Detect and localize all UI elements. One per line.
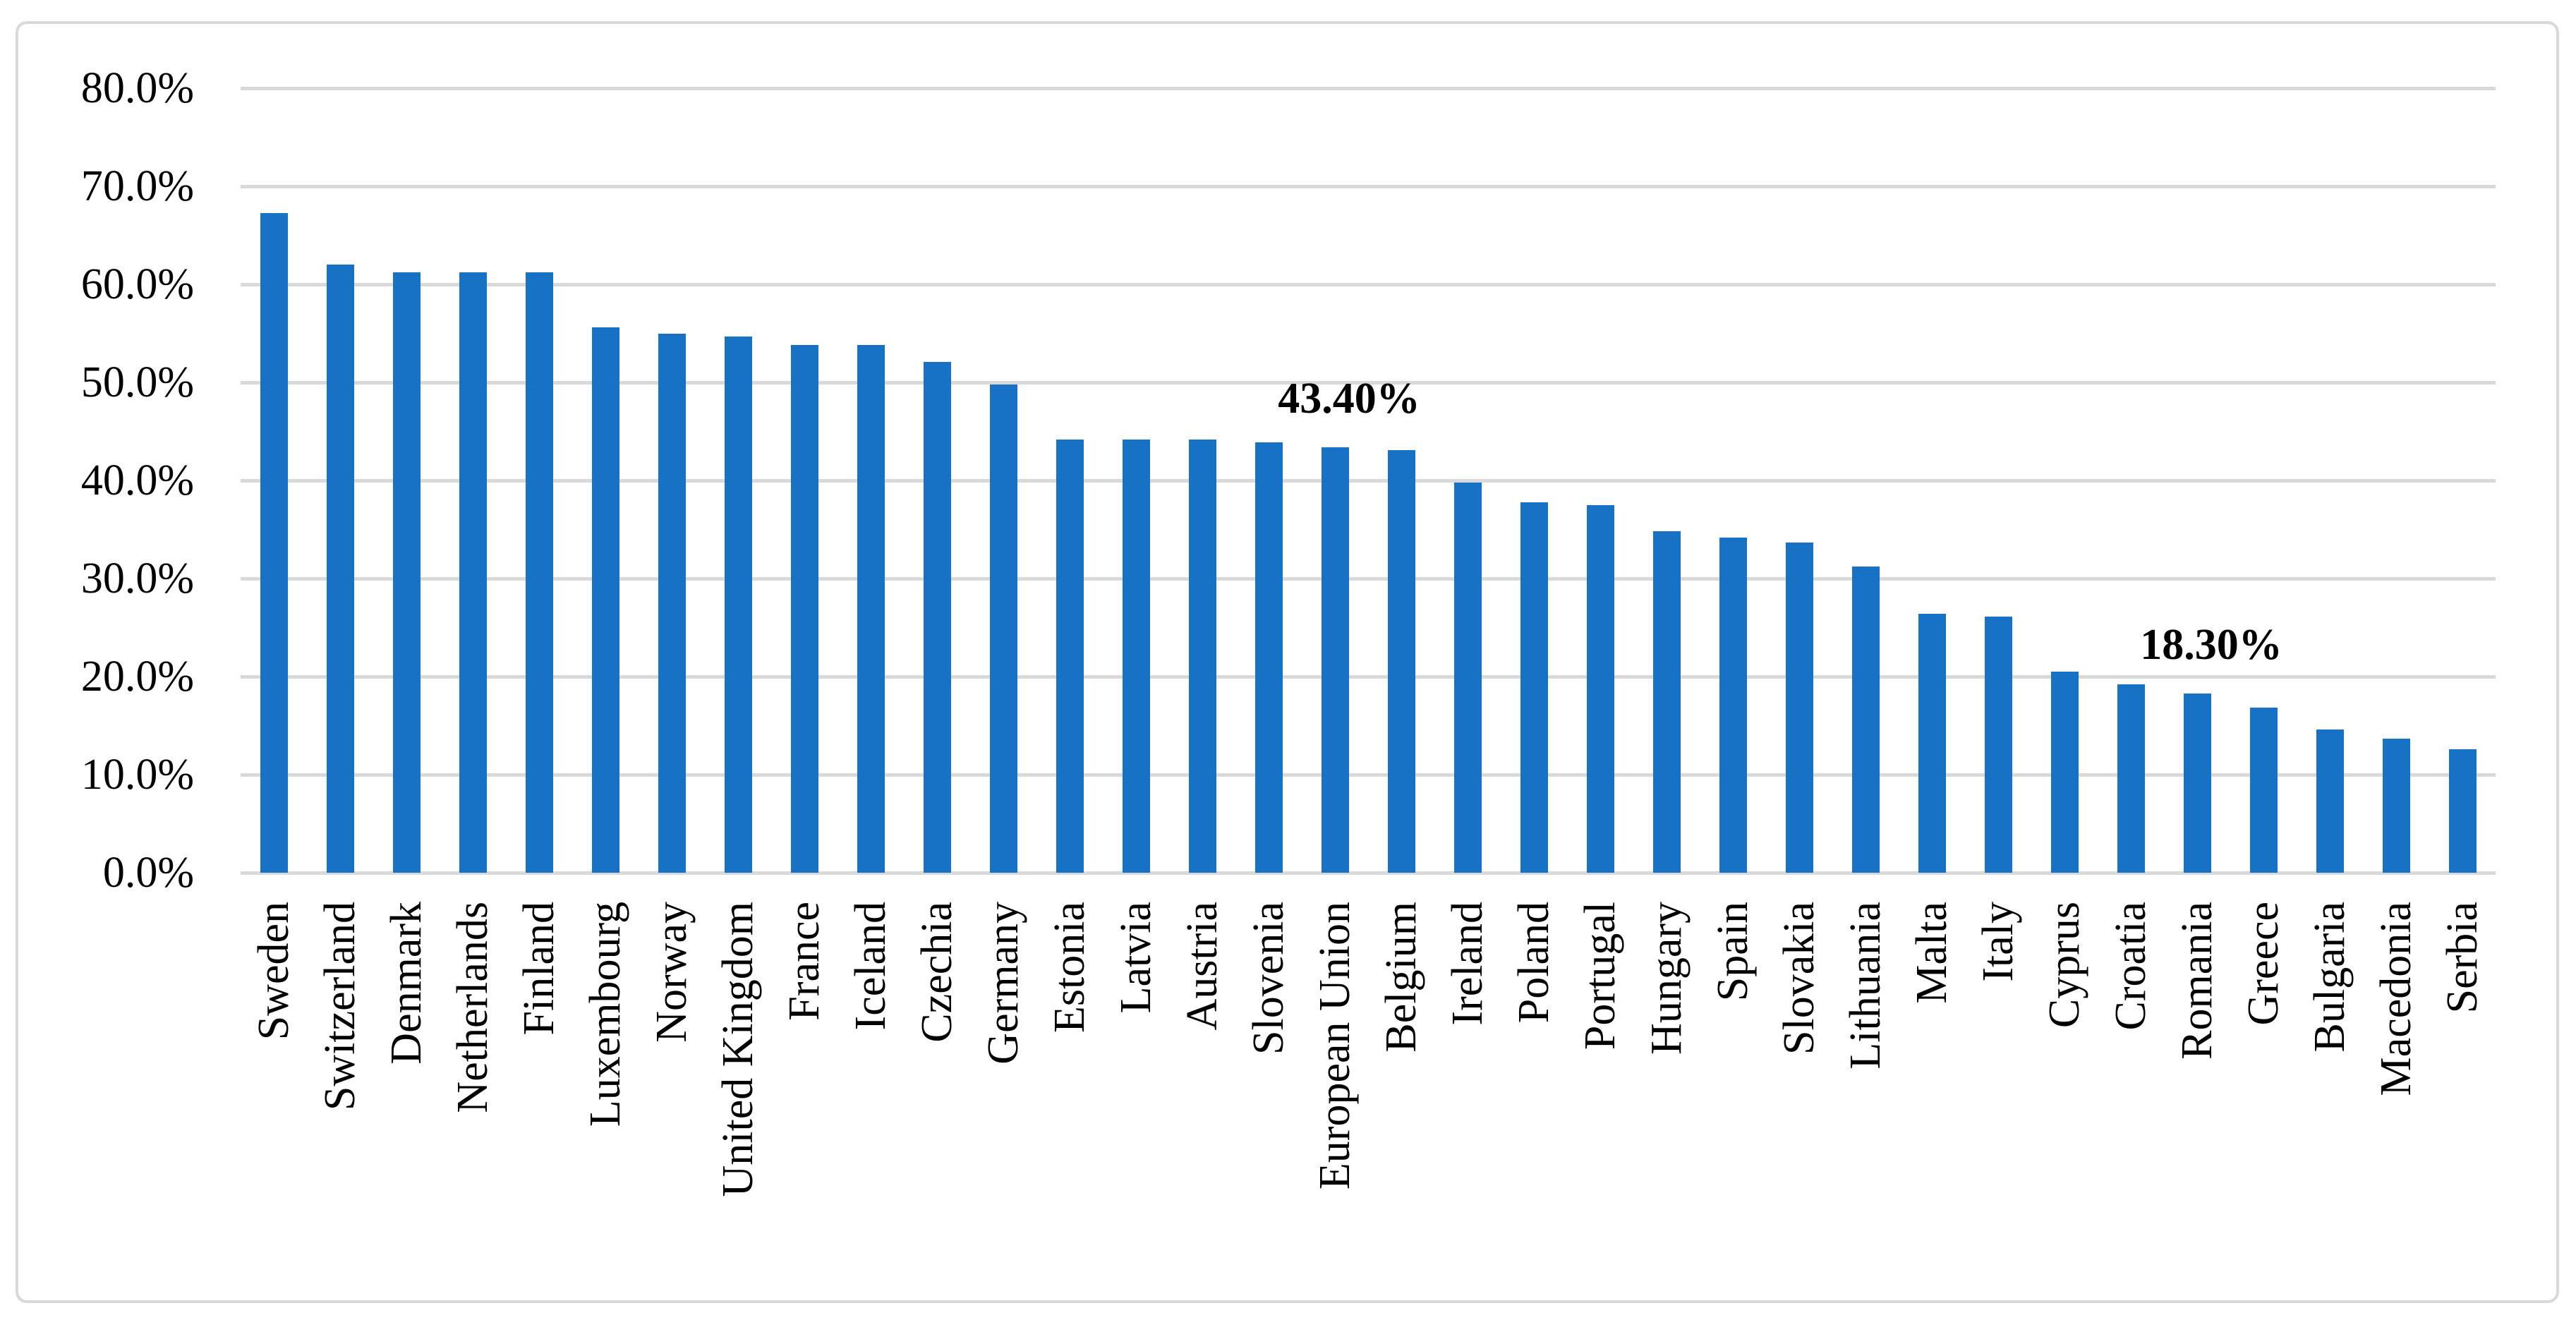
bar-estonia	[1056, 439, 1084, 873]
bar-finland	[525, 272, 553, 873]
y-tick-label: 10.0%	[80, 751, 194, 799]
x-label-france: France	[780, 902, 828, 1021]
x-label-spain: Spain	[1709, 902, 1757, 1002]
x-label-lithuania: Lithuania	[1842, 902, 1889, 1070]
bar-latvia	[1122, 439, 1150, 873]
bar-belgium	[1387, 449, 1415, 873]
gridline-40.0%	[241, 479, 2496, 483]
x-label-germany: Germany	[979, 902, 1027, 1065]
x-label-portugal: Portugal	[1576, 902, 1624, 1050]
bar-denmark	[392, 272, 421, 873]
bar-sweden	[260, 212, 288, 873]
y-tick-label: 30.0%	[80, 555, 194, 603]
bar-malta	[1918, 614, 1946, 873]
data-label-romania: 18.30%	[2140, 620, 2282, 669]
gridline-0.0%	[241, 871, 2496, 875]
bar-lithuania	[1851, 567, 1880, 873]
y-tick-label: 50.0%	[80, 358, 194, 406]
x-label-cyprus: Cyprus	[2040, 902, 2088, 1029]
x-label-greece: Greece	[2239, 902, 2287, 1026]
bar-bulgaria	[2316, 729, 2344, 873]
x-label-serbia: Serbia	[2438, 902, 2486, 1014]
x-label-ireland: Ireland	[1444, 902, 1492, 1026]
x-label-italy: Italy	[1974, 902, 2022, 982]
x-label-switzerland: Switzerland	[316, 902, 364, 1111]
x-label-norway: Norway	[648, 902, 696, 1043]
bar-slovenia	[1254, 442, 1283, 873]
bar-european-union	[1321, 447, 1349, 873]
x-label-iceland: Iceland	[847, 902, 895, 1031]
x-label-finland: Finland	[515, 902, 563, 1036]
bar-iceland	[857, 345, 885, 873]
data-label-european-union: 43.40%	[1278, 374, 1420, 423]
y-tick-label: 40.0%	[80, 456, 194, 504]
x-label-romania: Romania	[2173, 902, 2221, 1060]
x-label-united-kingdom: United Kingdom	[714, 902, 762, 1197]
bar-germany	[989, 384, 1017, 873]
x-label-macedonia: Macedonia	[2372, 902, 2420, 1096]
x-label-poland: Poland	[1510, 902, 1558, 1024]
bar-macedonia	[2382, 738, 2410, 873]
y-tick-label: 20.0%	[80, 653, 194, 701]
y-tick-label: 80.0%	[80, 64, 194, 112]
bar-poland	[1520, 502, 1548, 873]
x-label-latvia: Latvia	[1112, 902, 1160, 1014]
gridline-50.0%	[241, 381, 2496, 385]
x-label-czechia: Czechia	[913, 902, 961, 1043]
gridline-10.0%	[241, 773, 2496, 777]
bar-serbia	[2448, 749, 2477, 873]
bar-italy	[1984, 617, 2012, 873]
x-label-sweden: Sweden	[250, 902, 298, 1041]
x-label-estonia: Estonia	[1046, 902, 1094, 1033]
x-label-european-union: European Union	[1311, 902, 1359, 1190]
gridline-30.0%	[241, 577, 2496, 581]
x-label-slovenia: Slovenia	[1245, 902, 1293, 1055]
x-label-netherlands: Netherlands	[449, 902, 497, 1113]
bar-czechia	[923, 361, 951, 873]
gridline-20.0%	[241, 675, 2496, 679]
bar-luxembourg	[591, 327, 619, 873]
x-label-malta: Malta	[1908, 902, 1956, 1004]
bar-switzerland	[326, 265, 354, 873]
bar-spain	[1719, 537, 1747, 873]
bar-norway	[658, 333, 686, 873]
gridline-70.0%	[241, 185, 2496, 188]
bar-slovakia	[1785, 542, 1813, 873]
bar-romania	[2183, 693, 2211, 873]
x-label-belgium: Belgium	[1377, 902, 1425, 1053]
x-label-denmark: Denmark	[382, 902, 430, 1065]
gridline-60.0%	[241, 283, 2496, 286]
bar-netherlands	[459, 272, 487, 873]
x-label-austria: Austria	[1178, 902, 1226, 1031]
gridline-80.0%	[241, 87, 2496, 90]
bar-greece	[2249, 708, 2278, 873]
x-label-bulgaria: Bulgaria	[2306, 902, 2354, 1053]
bar-cyprus	[2050, 672, 2079, 873]
bar-france	[790, 345, 818, 873]
bar-ireland	[1453, 482, 1482, 873]
y-tick-label: 60.0%	[80, 260, 194, 308]
x-label-croatia: Croatia	[2107, 902, 2155, 1031]
x-label-hungary: Hungary	[1643, 902, 1691, 1055]
bar-hungary	[1652, 531, 1681, 873]
bar-portugal	[1586, 504, 1614, 873]
y-tick-label: 0.0%	[102, 849, 194, 897]
chart-area-border	[16, 21, 2559, 1303]
x-label-slovakia: Slovakia	[1775, 902, 1823, 1055]
y-tick-label: 70.0%	[80, 162, 194, 210]
bar-croatia	[2117, 684, 2145, 873]
bar-united-kingdom	[724, 336, 752, 873]
bar-austria	[1188, 439, 1216, 873]
x-label-luxembourg: Luxembourg	[581, 902, 629, 1127]
